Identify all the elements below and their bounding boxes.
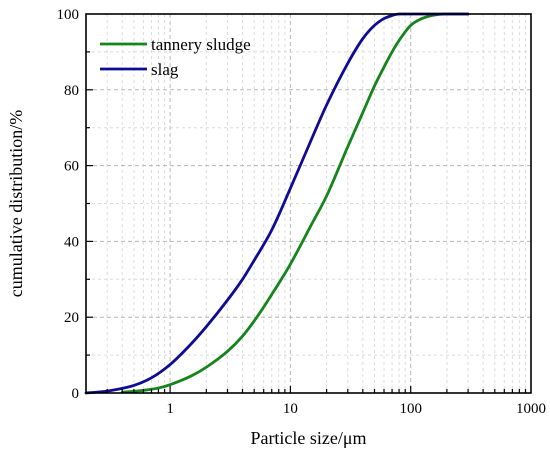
y-tick-label: 100 — [57, 7, 80, 23]
x-tick-label: 1000 — [516, 401, 546, 417]
y-tick-label: 80 — [64, 83, 79, 99]
y-tick-label: 0 — [72, 386, 80, 402]
x-axis-title: Particle size/μm — [250, 428, 366, 448]
tick-labels: 1 10 100 1000 0 20 40 60 80 100 — [57, 7, 547, 417]
legend: tannery sludge slag — [100, 35, 251, 79]
y-tick-label: 40 — [64, 234, 79, 250]
y-tick-label: 20 — [64, 310, 79, 326]
x-tick-label: 1 — [166, 401, 174, 417]
x-tick-label: 10 — [283, 401, 298, 417]
y-axis-title: cumulative distribution/% — [6, 110, 26, 297]
y-tick-label: 60 — [64, 159, 79, 175]
x-tick-label: 100 — [399, 401, 422, 417]
legend-label: slag — [151, 60, 179, 79]
grid — [86, 14, 531, 393]
axis-ticks — [86, 51, 527, 393]
legend-label: tannery sludge — [151, 35, 251, 54]
series-line-tannery-sludge — [120, 12, 470, 394]
